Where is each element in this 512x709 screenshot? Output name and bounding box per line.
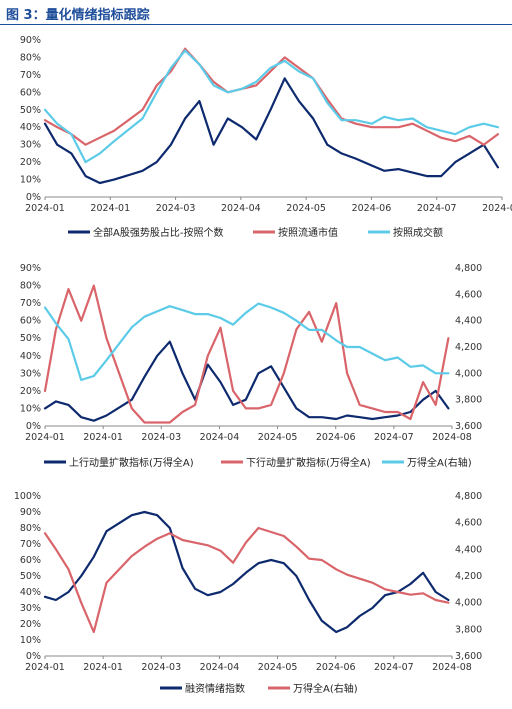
x-tick-label: 2024-06 bbox=[316, 432, 356, 443]
x-tick-label: 2024-07 bbox=[417, 203, 457, 214]
legend-label: 万得全A(右轴) bbox=[293, 682, 358, 695]
y-tick-label: 90% bbox=[20, 507, 41, 518]
x-tick-label: 2024-06 bbox=[316, 662, 356, 673]
x-tick-label: 2024-01 bbox=[25, 662, 65, 673]
y-tick-label: 0% bbox=[26, 192, 41, 203]
title-divider bbox=[0, 24, 512, 25]
x-tick-label: 2024-07 bbox=[374, 432, 414, 443]
y-tick-label: 10% bbox=[20, 403, 41, 414]
y-tick-label: 80% bbox=[20, 523, 41, 534]
x-tick-label: 2024-03 bbox=[141, 432, 181, 443]
x-tick-label: 2024-05 bbox=[258, 662, 298, 673]
series-line-1 bbox=[43, 77, 499, 185]
y-tick-label: 30% bbox=[20, 140, 41, 151]
y-tick-label: 80% bbox=[20, 52, 41, 63]
legend-label: 万得全A(右轴) bbox=[407, 456, 472, 469]
y2-tick-label: 4,600 bbox=[455, 289, 482, 300]
y-tick-label: 20% bbox=[20, 157, 41, 168]
x-tick-label: 2024-08 bbox=[432, 432, 472, 443]
y-tick-label: 60% bbox=[20, 555, 41, 566]
legend-label: 按照成交额 bbox=[393, 226, 443, 239]
x-tick-label: 2024-04 bbox=[200, 662, 240, 673]
y2-tick-label: 4,200 bbox=[455, 571, 482, 582]
y2-tick-label: 3,800 bbox=[455, 624, 482, 635]
x-tick-label: 2024-06 bbox=[352, 203, 392, 214]
y-tick-label: 40% bbox=[20, 587, 41, 598]
legend-label: 融资情绪指数 bbox=[185, 682, 245, 695]
x-tick-label: 2024-03 bbox=[156, 203, 196, 214]
y2-tick-label: 4,600 bbox=[455, 518, 482, 529]
x-tick-label: 2024-01 bbox=[83, 662, 123, 673]
y2-tick-label: 3,600 bbox=[455, 421, 482, 432]
y-tick-label: 90% bbox=[20, 35, 41, 46]
y2-tick-label: 4,200 bbox=[455, 342, 482, 353]
series-line-3 bbox=[43, 49, 499, 164]
legend-label: 下行动量扩散指标(万得全A) bbox=[246, 456, 371, 469]
x-tick-label: 2024-05 bbox=[286, 203, 326, 214]
y-tick-label: 50% bbox=[20, 571, 41, 582]
y-tick-label: 10% bbox=[20, 175, 41, 186]
series-line-2 bbox=[43, 47, 499, 146]
y-tick-label: 60% bbox=[20, 316, 41, 327]
y2-tick-label: 4,400 bbox=[455, 544, 482, 555]
y-tick-label: 50% bbox=[20, 333, 41, 344]
x-tick-label: 2024-05 bbox=[258, 432, 298, 443]
y-tick-label: 10% bbox=[20, 635, 41, 646]
x-tick-label: 2024-03 bbox=[141, 662, 181, 673]
y-tick-label: 60% bbox=[20, 87, 41, 98]
y-tick-label: 40% bbox=[20, 351, 41, 362]
x-tick-label: 2024-04 bbox=[200, 432, 240, 443]
series-line-1 bbox=[43, 340, 450, 422]
y-tick-label: 100% bbox=[14, 491, 41, 502]
y-tick-label: 70% bbox=[20, 539, 41, 550]
y-tick-label: 80% bbox=[20, 281, 41, 292]
y2-tick-label: 3,800 bbox=[455, 395, 482, 406]
figure-title: 图 3：量化情绪指标跟踪 bbox=[6, 8, 150, 23]
x-tick-label: 2024-08 bbox=[482, 203, 512, 214]
y-tick-label: 30% bbox=[20, 368, 41, 379]
x-tick-label: 2024-01 bbox=[90, 203, 130, 214]
x-tick-label: 2024-01 bbox=[83, 432, 123, 443]
y2-tick-label: 4,800 bbox=[455, 263, 482, 274]
y-tick-label: 90% bbox=[20, 263, 41, 274]
y2-tick-label: 4,000 bbox=[455, 598, 482, 609]
series-line-3 bbox=[43, 302, 450, 381]
y2-tick-label: 4,800 bbox=[455, 491, 482, 502]
series-line-2 bbox=[43, 526, 450, 634]
x-tick-label: 2024-01 bbox=[25, 203, 65, 214]
x-tick-label: 2024-04 bbox=[221, 203, 261, 214]
x-tick-label: 2024-08 bbox=[432, 662, 472, 673]
series-line-1 bbox=[43, 510, 450, 634]
x-tick-label: 2024-01 bbox=[25, 432, 65, 443]
y2-tick-label: 4,000 bbox=[455, 368, 482, 379]
legend-label: 全部A股强势股占比-按照个数 bbox=[93, 226, 223, 239]
y-tick-label: 0% bbox=[26, 651, 41, 662]
y2-tick-label: 3,600 bbox=[455, 651, 482, 662]
y-tick-label: 70% bbox=[20, 70, 41, 81]
y-tick-label: 40% bbox=[20, 122, 41, 133]
x-tick-label: 2024-07 bbox=[374, 662, 414, 673]
y-tick-label: 70% bbox=[20, 298, 41, 309]
legend-label: 按照流通市值 bbox=[278, 226, 338, 239]
legend-label: 上行动量扩散指标(万得全A) bbox=[69, 456, 194, 469]
y-tick-label: 0% bbox=[26, 421, 41, 432]
y2-tick-label: 4,400 bbox=[455, 316, 482, 327]
y-tick-label: 20% bbox=[20, 619, 41, 630]
y-tick-label: 50% bbox=[20, 105, 41, 116]
y-tick-label: 30% bbox=[20, 603, 41, 614]
series-line-2 bbox=[43, 284, 450, 424]
y-tick-label: 20% bbox=[20, 386, 41, 397]
